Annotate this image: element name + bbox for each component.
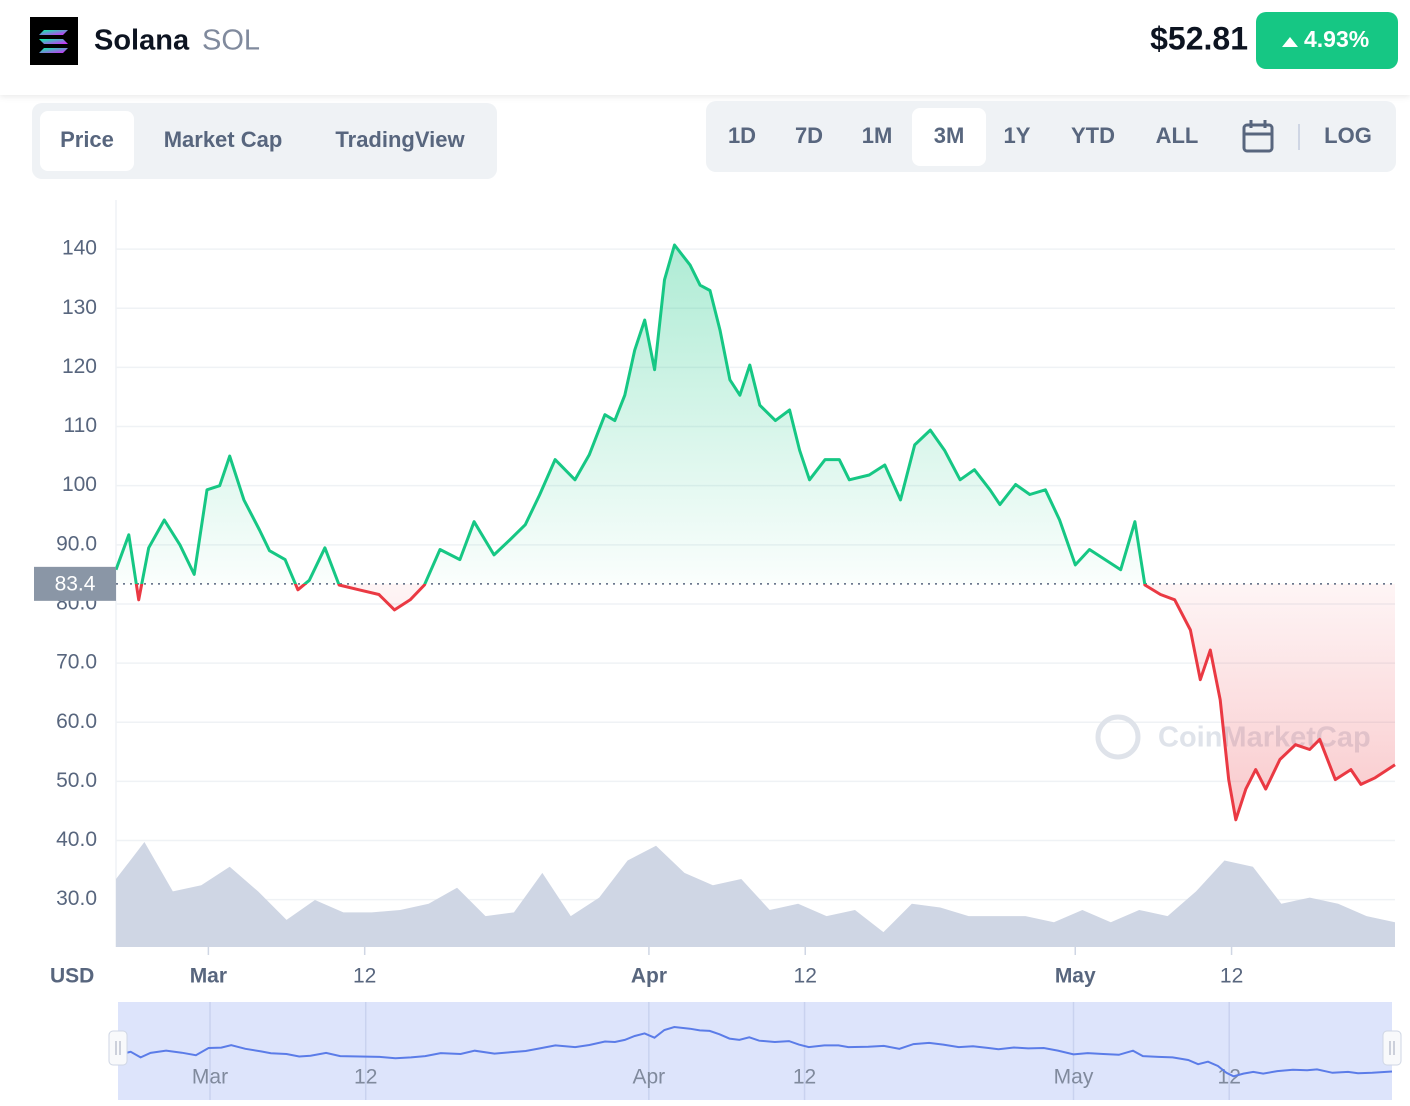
- tab[interactable]: Market Cap: [164, 127, 283, 152]
- y-tick-label: 40.0: [56, 828, 97, 851]
- y-tick-label: 70.0: [56, 651, 97, 674]
- y-tick-label: 130: [62, 296, 97, 319]
- navigator-bg: [118, 1002, 1392, 1100]
- range-button[interactable]: 3M: [934, 123, 965, 148]
- x-tick-label: Apr: [631, 965, 667, 988]
- x-tick-label: 12: [353, 965, 376, 988]
- y-tick-label: 90.0: [56, 532, 97, 555]
- range-button[interactable]: 7D: [795, 123, 823, 148]
- up-arrow: [1282, 37, 1298, 47]
- navigator-handle[interactable]: [108, 1030, 128, 1066]
- header-bar: [0, 0, 1410, 95]
- log-button[interactable]: LOG: [1324, 123, 1372, 148]
- coin-name: Solana: [94, 25, 190, 57]
- y-tick-label: 100: [62, 473, 97, 496]
- y-tick-label: 110: [64, 414, 97, 437]
- navigator-label: May: [1054, 1066, 1094, 1089]
- y-tick-label: 30.0: [56, 887, 97, 910]
- volume-area: [116, 842, 1395, 947]
- price-line: [114, 243, 1396, 822]
- calendar-icon[interactable]: [1242, 120, 1274, 153]
- chart: 14013012011010090.080.070.060.050.040.03…: [34, 200, 1402, 1100]
- navigator-label: 12: [793, 1066, 816, 1089]
- coin-symbol: SOL: [202, 25, 260, 57]
- tab-active-bg: [40, 111, 134, 171]
- x-tick-label: Mar: [190, 965, 227, 988]
- logo-mark: [39, 30, 68, 53]
- range-button[interactable]: ALL: [1156, 123, 1199, 148]
- range-button[interactable]: 1D: [728, 123, 756, 148]
- navigator-label: Mar: [192, 1066, 228, 1089]
- x-tick-label: May: [1055, 965, 1096, 988]
- navigator-label: 12: [354, 1066, 377, 1089]
- tab[interactable]: TradingView: [335, 127, 465, 152]
- range-active-bg: [912, 108, 986, 166]
- currency-label: USD: [50, 965, 94, 988]
- y-tick-label: 50.0: [56, 769, 97, 792]
- baseline-tag: [34, 566, 116, 601]
- price-area: [116, 245, 1395, 820]
- range-button[interactable]: 1M: [862, 123, 893, 148]
- range-button[interactable]: 1Y: [1004, 123, 1031, 148]
- tab-group: [32, 103, 497, 179]
- navigator-line: [117, 1025, 1393, 1078]
- navigator-label: Apr: [632, 1066, 665, 1089]
- change-badge: [1256, 12, 1398, 69]
- range-button[interactable]: YTD: [1071, 123, 1115, 148]
- range-group: [706, 101, 1396, 172]
- tab[interactable]: Price: [60, 127, 114, 152]
- y-tick-label: 140: [62, 237, 97, 260]
- y-tick-label: 120: [62, 355, 97, 378]
- watermark-icon: [1095, 714, 1141, 760]
- x-tick-label: 12: [794, 965, 817, 988]
- price: $52.81: [1150, 20, 1248, 56]
- y-tick-label: 60.0: [56, 710, 97, 733]
- baseline-label: 83.4: [55, 572, 96, 595]
- change: 4.93%: [1304, 26, 1369, 52]
- navigator-handle[interactable]: [1382, 1030, 1402, 1066]
- x-tick-label: 12: [1220, 965, 1243, 988]
